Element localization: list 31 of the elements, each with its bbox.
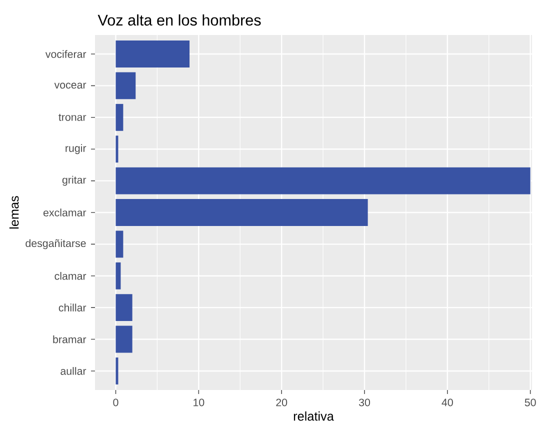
bar	[116, 357, 118, 384]
y-tick-label: rugir	[66, 144, 86, 154]
bar	[116, 262, 121, 290]
y-tick-label: vocear	[54, 82, 86, 89]
y-tick-label: bramar	[53, 335, 86, 344]
bar	[116, 198, 368, 226]
bar	[116, 72, 136, 100]
y-axis-title: lemas	[9, 196, 19, 228]
x-axis-title: relativa	[294, 411, 334, 421]
y-tick-label: gritar	[62, 176, 86, 186]
bar	[116, 40, 190, 68]
chart-title: Voz alta en los hombres	[98, 14, 261, 26]
y-tick-label: vociferar	[45, 50, 86, 58]
x-tick-label: 50	[524, 398, 536, 406]
y-tick-label: clamar	[54, 272, 86, 280]
bar	[116, 104, 124, 131]
bar	[116, 230, 124, 258]
bar	[116, 167, 530, 194]
y-tick-label: exclamar	[43, 208, 86, 216]
y-tick-label: chillar	[58, 304, 86, 312]
bar	[116, 136, 118, 162]
y-tick-label: aullar	[60, 366, 86, 375]
x-tick-label: 30	[358, 398, 370, 406]
x-tick-label: 20	[276, 398, 288, 406]
bar	[116, 294, 132, 321]
y-tick-label: tronar	[58, 114, 86, 121]
x-tick-label: 0	[113, 398, 118, 406]
x-tick-label: 40	[442, 398, 453, 406]
y-tick-label: desgañitarse	[26, 239, 86, 250]
x-tick-label: 10	[194, 398, 204, 406]
bar	[116, 326, 132, 353]
